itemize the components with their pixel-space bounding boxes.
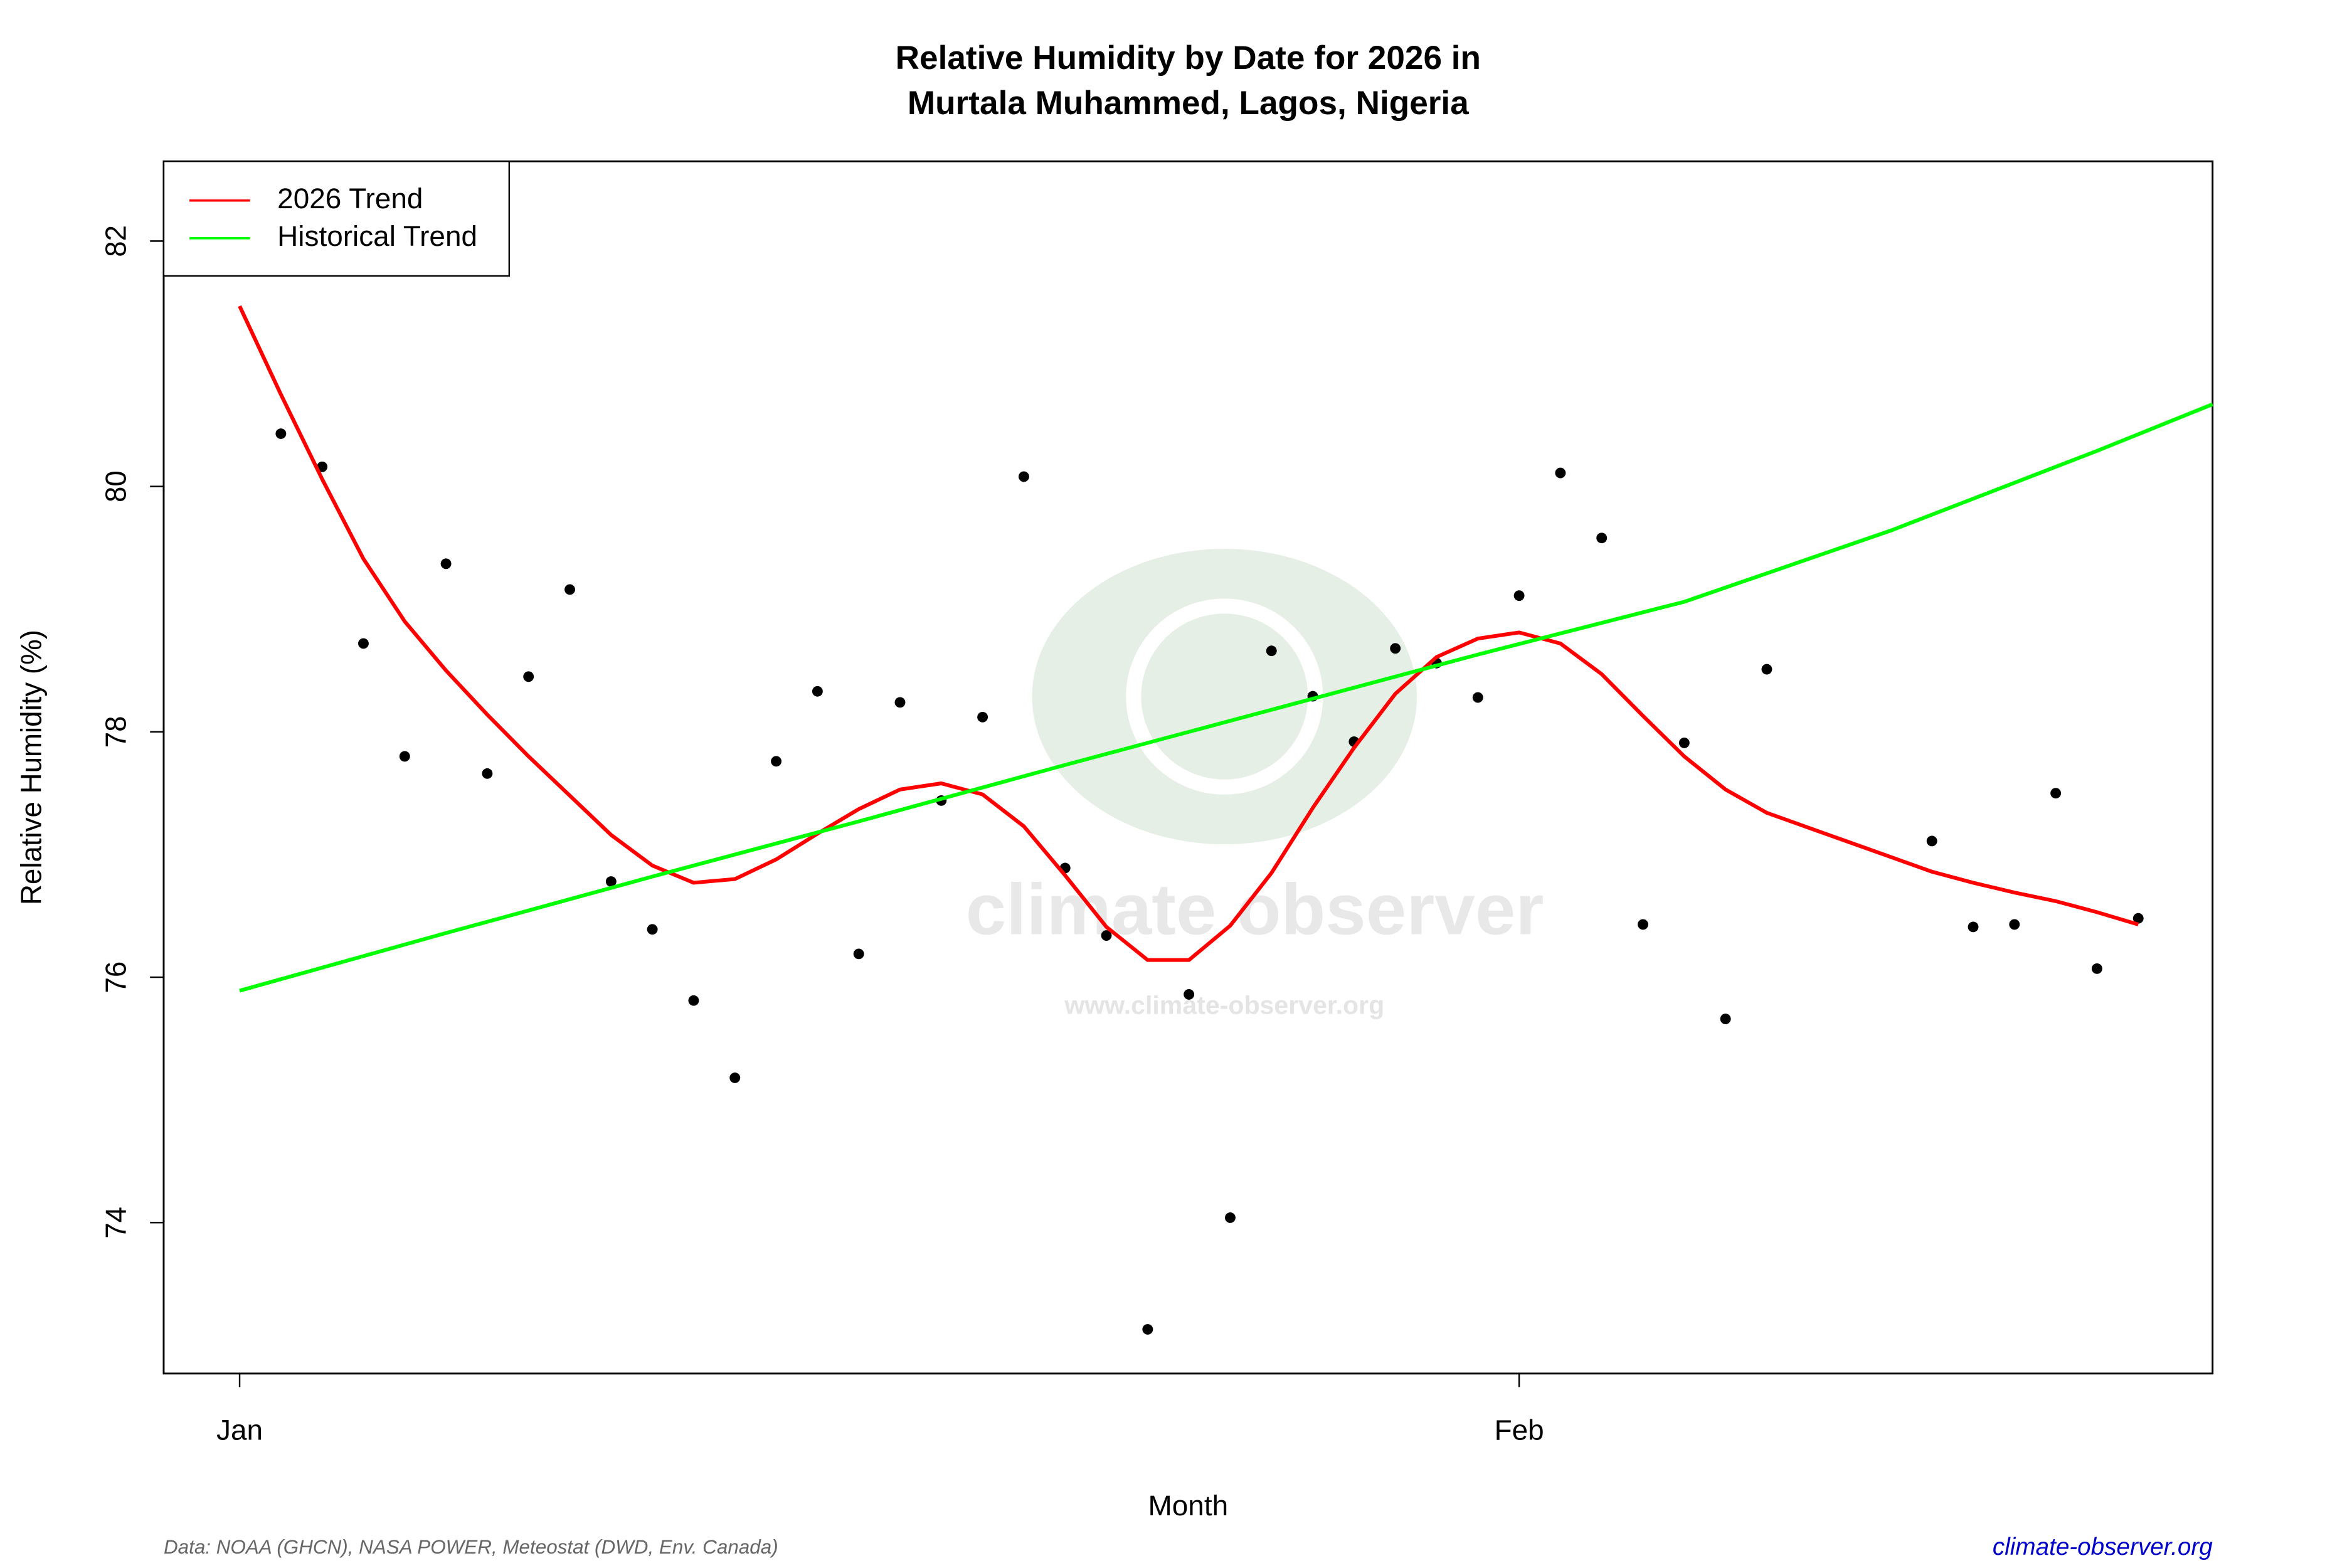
data-point: [275, 428, 287, 439]
trend-line: [238, 305, 2139, 962]
data-point: [1638, 919, 1649, 930]
data-point: [1968, 921, 1979, 933]
chart-title: Relative Humidity by Date for 2026 in: [896, 40, 1481, 77]
data-point: [647, 924, 658, 935]
x-tick-label: Jan: [216, 1414, 263, 1446]
trend-line: [239, 402, 2213, 993]
y-tick-label: 82: [100, 225, 132, 257]
y-tick-label: 76: [100, 961, 132, 993]
y-tick-label: 78: [100, 716, 132, 748]
x-tick-label: Feb: [1495, 1414, 1544, 1446]
data-point: [605, 876, 617, 887]
data-point: [1018, 471, 1029, 482]
data-point: [1224, 1212, 1236, 1223]
y-axis-label: Relative Humidity (%): [15, 630, 47, 905]
watermark: climate observer: [966, 869, 1544, 950]
source-note: Data: NOAA (GHCN), NASA POWER, Meteostat…: [164, 1536, 778, 1558]
data-point: [1720, 1014, 1731, 1024]
data-point: [1390, 643, 1401, 654]
data-point: [853, 948, 864, 960]
data-point: [1266, 645, 1277, 657]
legend-label: 2026 Trend: [277, 183, 423, 215]
data-point: [1926, 835, 1937, 847]
data-point: [1596, 532, 1608, 544]
data-point: [1101, 930, 1112, 941]
data-point: [977, 711, 988, 723]
data-point: [440, 558, 452, 569]
data-point: [1184, 989, 1195, 1000]
data-point: [812, 686, 823, 697]
data-point: [564, 584, 575, 595]
data-point: [1678, 738, 1690, 748]
legend-label: Historical Trend: [277, 220, 477, 252]
data-point: [399, 751, 410, 762]
data-point: [688, 995, 699, 1006]
data-point: [1761, 664, 1772, 675]
data-point: [523, 671, 534, 682]
watermark-url: www.climate-observer.org: [1064, 991, 1384, 1020]
data-point: [2050, 788, 2062, 799]
data-point: [2132, 913, 2144, 924]
data-point: [1555, 467, 1566, 479]
data-point: [1472, 692, 1483, 703]
data-point: [482, 768, 493, 779]
x-axis-label: Month: [1148, 1490, 1229, 1522]
chart-title: Murtala Muhammed, Lagos, Nigeria: [908, 85, 1469, 122]
watermark-logo: [1032, 549, 1417, 845]
data-point: [1513, 590, 1525, 601]
data-point: [771, 756, 782, 767]
legend-box: [162, 161, 511, 277]
data-point: [2091, 963, 2102, 974]
data-point: [2009, 919, 2020, 930]
data-point: [894, 697, 906, 708]
y-tick-label: 74: [100, 1207, 132, 1239]
y-tick-label: 80: [100, 470, 132, 502]
site-link[interactable]: climate-observer.org: [1993, 1534, 2213, 1560]
data-point: [729, 1073, 741, 1083]
data-point: [1142, 1324, 1153, 1335]
data-point: [358, 638, 369, 649]
